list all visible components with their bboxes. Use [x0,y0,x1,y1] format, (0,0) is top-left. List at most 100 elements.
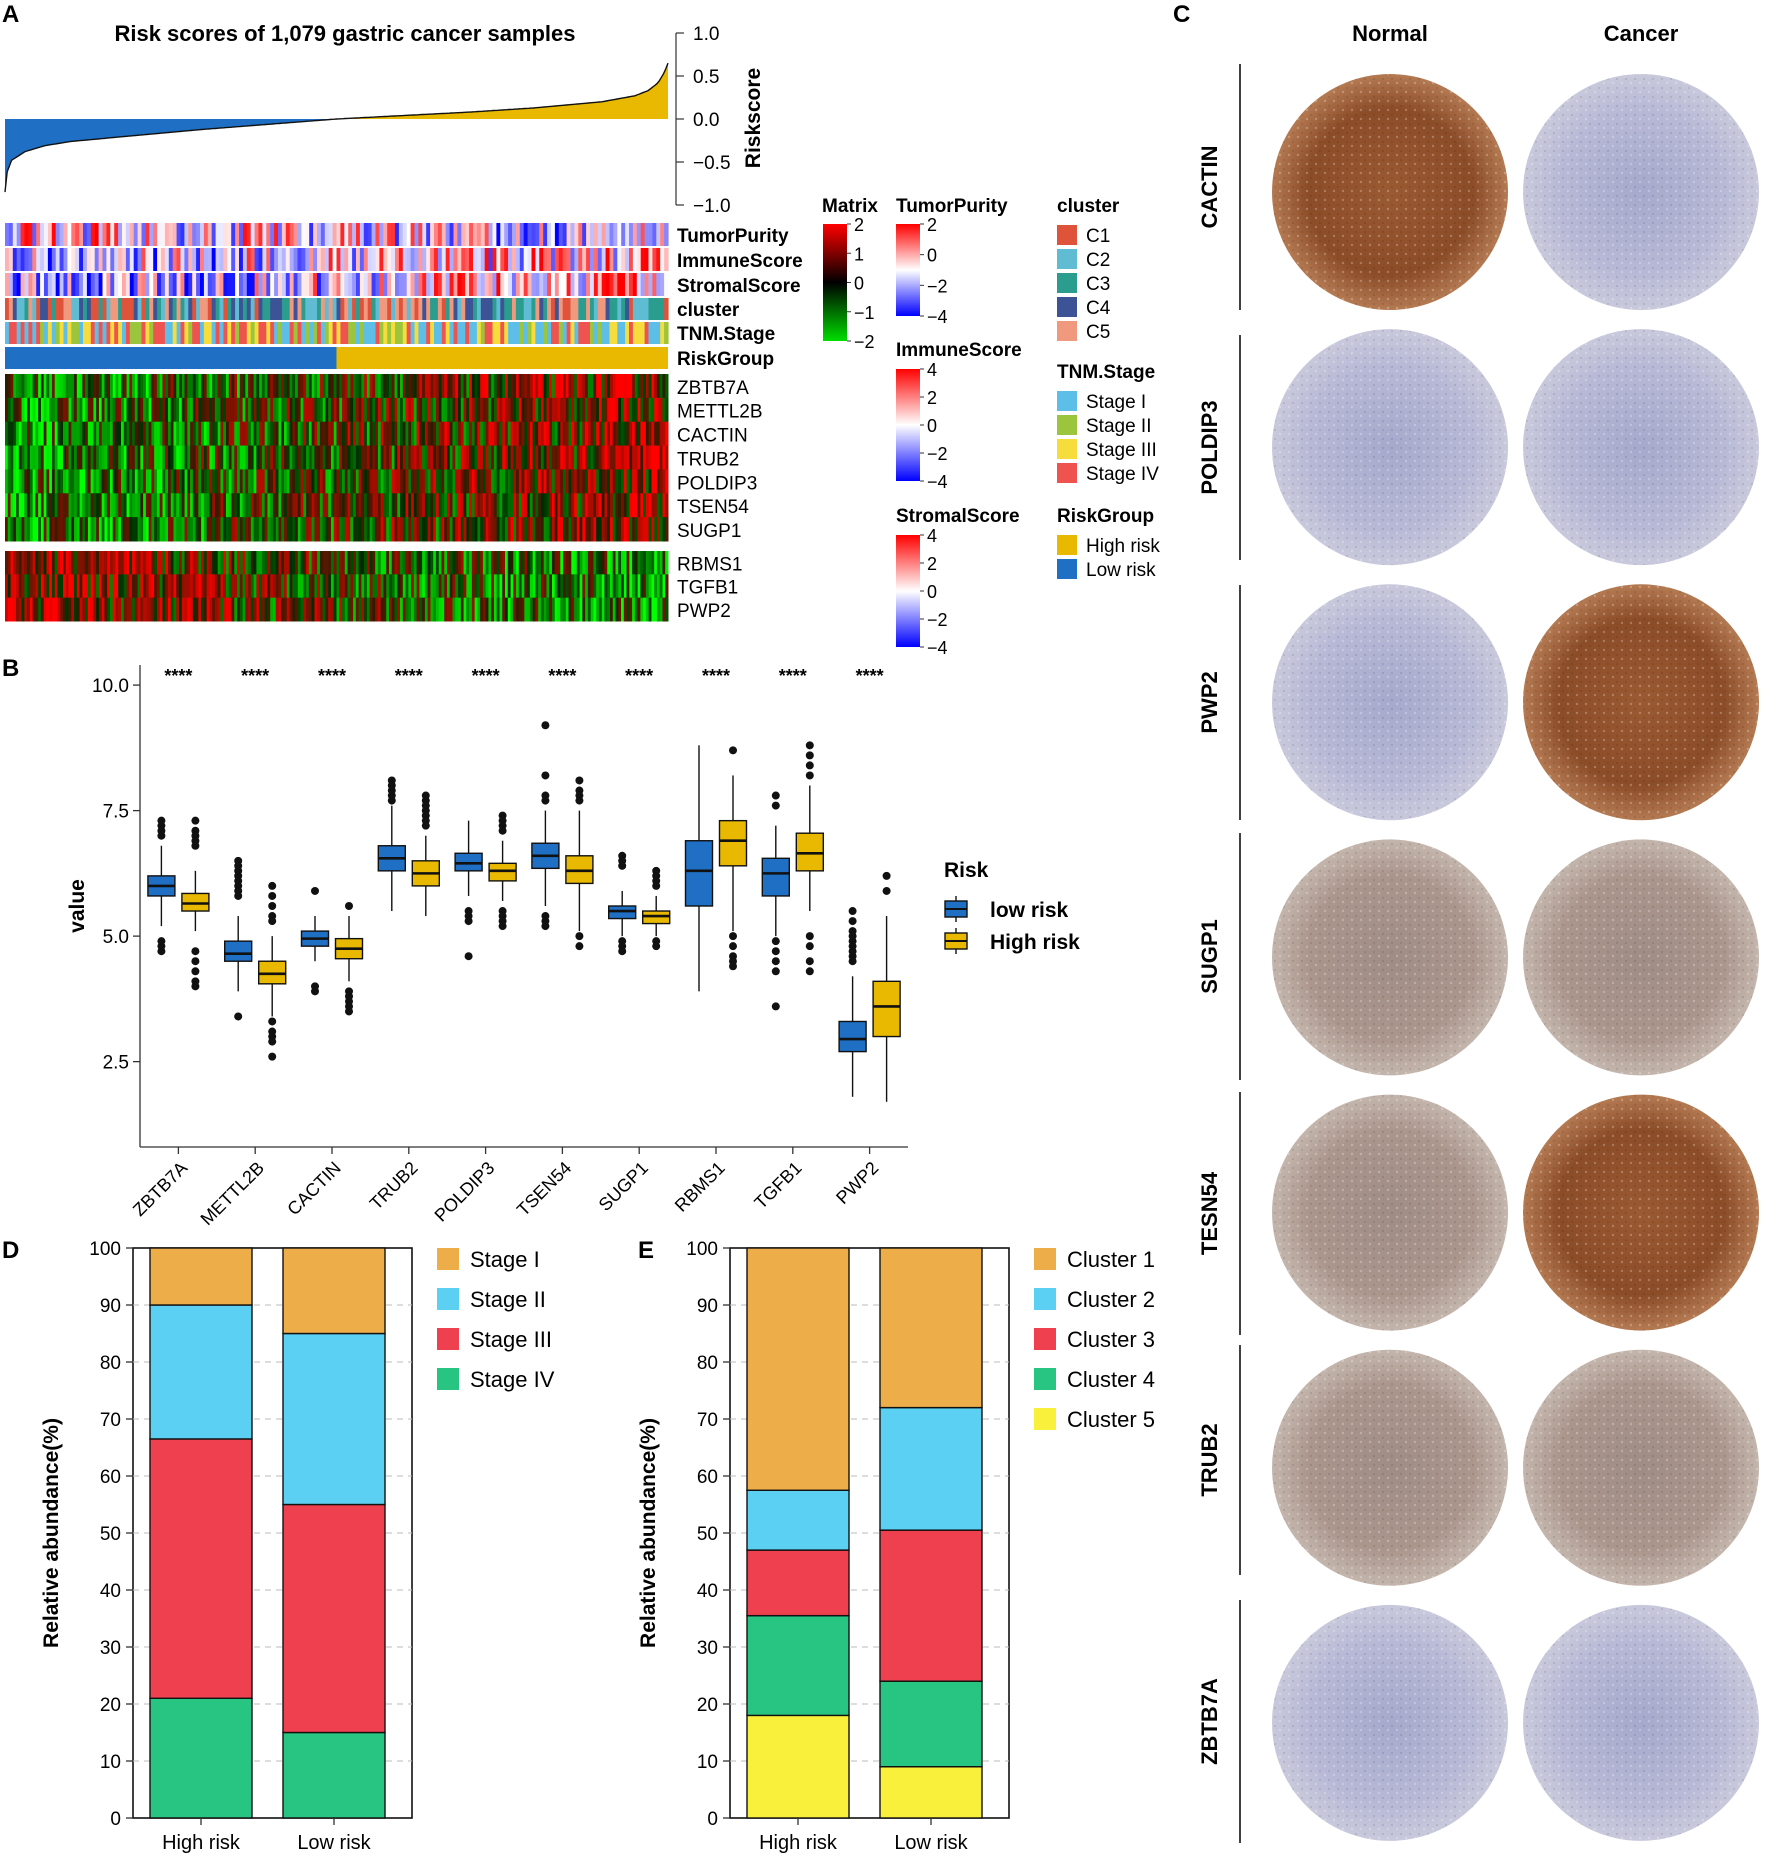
heatmap-cell-gene [593,493,597,518]
heatmap-cell-gene [284,421,288,447]
heatmap-cell-gene [643,469,647,494]
heatmap-cell-gene [148,574,152,599]
heatmap-cell-tnmstage [352,322,357,344]
heatmap-cell-immunescore [582,248,587,271]
heatmap-cell-gene [626,397,630,423]
heatmap-cell-tnmstage [601,322,607,344]
heatmap-cell-gene [245,374,249,399]
heatmap-cell-gene [422,469,426,494]
heatmap-cell-tumorpurity [168,223,174,246]
heatmap-cell-gene [645,597,650,622]
box-outlier [268,1017,277,1026]
heatmap-cell-gene [430,597,434,622]
heatmap-cell-gene [123,517,128,542]
heatmap-cell-gene [239,374,244,399]
heatmap-cell-gene [57,445,61,470]
heatmap-cell-gene [568,397,572,423]
heatmap-cell-gene [35,421,39,447]
heatmap-cell-stromalscore [523,273,529,296]
heatmap-cell-gene [430,421,434,447]
heatmap-cell-gene [98,374,103,399]
heatmap-cell-cluster [391,298,396,320]
heatmap-cell-gene [46,574,50,599]
heatmap-cell-gene [248,421,252,447]
heatmap-cell-gene [634,469,639,494]
heatmap-cell-gene [24,493,28,518]
heatmap-cell-gene [123,421,128,447]
heatmap-cell-gene [505,445,509,470]
heatmap-cell-gene [651,493,655,518]
heatmap-cell-gene [546,397,550,423]
heatmap-cell-tnmstage [543,322,548,344]
riskscore-low-area [5,119,337,193]
heatmap-cell-gene [49,445,53,470]
significance-marker: **** [164,666,192,686]
heatmap-cell-gene [206,493,210,518]
heatmap-cell-gene [325,421,329,447]
heatmap-cell-gene [308,469,313,494]
heatmap-cell-gene [104,374,108,399]
legend-swatch-riskgroup [1057,535,1077,555]
heatmap-cell-gene [71,574,75,599]
heatmap-cell-immunescore [656,248,661,271]
heatmap-cell-gene [485,374,489,399]
legend-tick-label-tumorpurity: −4 [927,307,948,327]
heatmap-cell-gene [112,421,116,447]
heatmap-cell-tumorpurity [118,223,123,246]
heatmap-cell-cluster [441,298,447,320]
heatmap-cell-gene [226,374,230,399]
heatmap-cell-gene [203,517,208,542]
heatmap-cell-tumorpurity [289,223,295,246]
heatmap-cell-cluster [461,298,466,320]
heatmap-cell-gene [121,374,125,399]
heatmap-cell-immunescore [476,248,482,271]
heatmap-cell-gene [148,445,152,470]
heatmap-cell-gene [18,397,23,423]
heatmap-cell-gene [524,517,528,542]
heatmap-cell-gene [85,574,89,599]
heatmap-cell-gene [364,597,368,622]
heatmap-cell-tnmstage [40,322,45,344]
heatmap-cell-gene [571,469,575,494]
heatmap-cell-gene [549,574,553,599]
heatmap-cell-gene [488,574,492,599]
heatmap-cell-gene [662,597,666,622]
heatmap-cell-immunescore [83,248,88,271]
heatmap-cell-gene [24,421,28,447]
heatmap-cell-tumorpurity [578,223,583,246]
riskscore-tick-label: 0.5 [693,67,719,88]
heatmap-cell-gene [272,517,277,542]
heatmap-cell-tnmstage [94,322,100,344]
heatmap-cell-cluster [437,298,443,320]
heatmap-cell-gene [292,551,296,575]
heatmap-cell-gene [228,551,233,575]
heatmap-cell-gene [16,551,20,575]
heatmap-cell-stromalscore [395,273,400,296]
heatmap-cell-gene [192,493,197,518]
heatmap-cell-gene [256,421,260,447]
heatmap-cell-gene [289,574,293,599]
heatmap-cell-gene [76,374,81,399]
heatmap-cell-gene [76,517,81,542]
heatmap-cell-gene [634,421,639,447]
heatmap-cell-gene [582,597,586,622]
heatmap-cell-cluster [375,298,380,320]
heatmap-cell-tnmstage [578,322,583,344]
heatmap-cell-gene [543,551,547,575]
heatmap-cell-gene [632,421,636,447]
heatmap-cell-gene [640,574,644,599]
heatmap-cell-gene [21,517,25,542]
ihc-core-texture [1272,1349,1508,1586]
heatmap-cell-gene [239,597,244,622]
heatmap-cell-gene [466,597,470,622]
heatmap-cell-gene [201,445,205,470]
heatmap-cell-tumorpurity [363,223,369,246]
heatmap-cell-gene [596,374,600,399]
heatmap-cell-gene [634,397,639,423]
heatmap-cell-gene [574,469,578,494]
heatmap-cell-tnmstage [523,322,529,344]
box-outlier [311,987,319,996]
heatmap-cell-gene [560,517,564,542]
heatmap-cell-gene [217,445,221,470]
heatmap-cell-tumorpurity [250,223,256,246]
